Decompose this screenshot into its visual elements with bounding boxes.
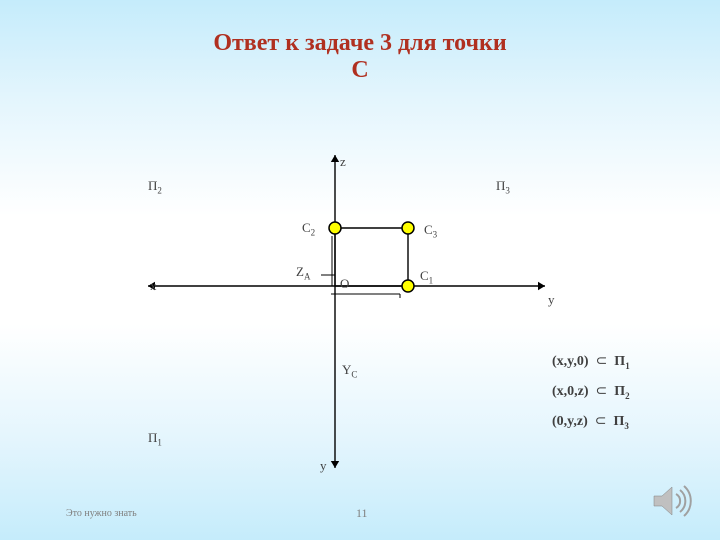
diagram xyxy=(0,0,720,540)
label-P1: П1 xyxy=(148,430,162,448)
label-ZA: ZA xyxy=(296,264,310,282)
relation-1: (x,y,0) ⊂ П1 xyxy=(552,352,630,371)
footer-note: Это нужно знать xyxy=(66,508,137,519)
label-P3: П3 xyxy=(496,178,510,196)
label-C1: С1 xyxy=(420,268,433,286)
label-O: О xyxy=(340,276,349,292)
label-YC: YC xyxy=(342,362,357,380)
label-z: z xyxy=(340,154,346,170)
label-C3: С3 xyxy=(424,222,437,240)
label-P2: П2 xyxy=(148,178,162,196)
label-C2: С2 xyxy=(302,220,315,238)
page-number: 11 xyxy=(356,506,368,521)
label-y_r: y xyxy=(548,292,555,308)
relation-2: (x,0,z) ⊂ П2 xyxy=(552,382,630,401)
speaker-icon xyxy=(650,480,692,522)
label-x: x xyxy=(150,278,157,294)
relation-3: (0,y,z) ⊂ П3 xyxy=(552,412,629,431)
label-y_b: y xyxy=(320,458,327,474)
